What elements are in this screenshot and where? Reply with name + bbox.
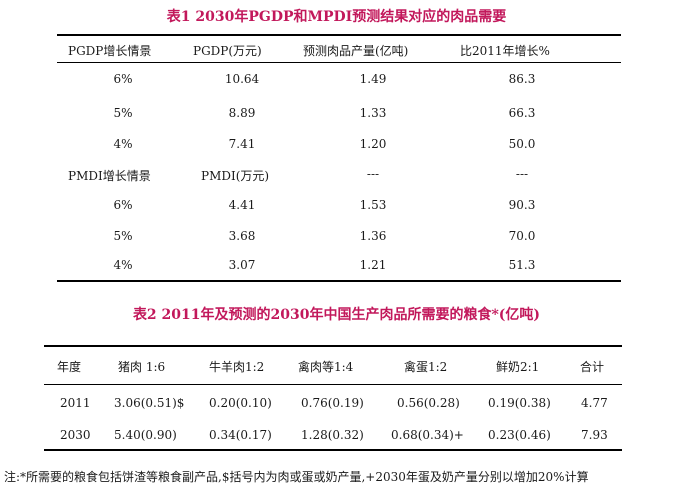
- table1-header-growth: 比2011年增长%: [460, 44, 550, 58]
- table1-row-1-growth: 86.3: [508, 72, 536, 86]
- table2-header-pork: 猪肉 1:6: [118, 360, 166, 374]
- table1-row-5-scenario: 5%: [113, 229, 133, 243]
- footnote: 注:*所需要的粮食包括饼渣等粮食副产品,$括号内为肉或蛋或奶产量,+2030年蛋…: [4, 470, 589, 484]
- table2-bottom-rule: [44, 449, 622, 451]
- table2-row-1-poultry: 0.76(0.19): [301, 396, 364, 410]
- table2-row-1-total: 4.77: [581, 396, 608, 410]
- table2-row-1-milk: 0.19(0.38): [488, 396, 551, 410]
- table1-row-5-output: 1.36: [359, 229, 387, 243]
- table1-row-4-scenario: 6%: [113, 198, 133, 212]
- table2-header-beef-mutton: 牛羊肉1:2: [209, 360, 265, 374]
- table1-caption: 表1 2030年PGDP和MPDI预测结果对应的肉品需要: [166, 9, 507, 25]
- table1-row-4-value: 4.41: [228, 198, 256, 212]
- table1-header-output: 预测肉品产量(亿吨): [303, 44, 409, 58]
- table1-row-6-value: 3.07: [228, 258, 256, 272]
- table1-row-3-value: 7.41: [228, 137, 256, 151]
- table1-row-6-output: 1.21: [359, 258, 387, 272]
- table2-header-rule: [44, 384, 622, 385]
- table2-row-1-beef-mutton: 0.20(0.10): [209, 396, 272, 410]
- table1-row-3-scenario: 4%: [113, 137, 133, 151]
- table1-row-5-growth: 70.0: [508, 229, 536, 243]
- table2-row-1-year: 2011: [60, 396, 91, 410]
- table2-row-2-milk: 0.23(0.46): [488, 428, 551, 442]
- table1-row-1-output: 1.49: [359, 72, 387, 86]
- table1-subheader-scenario: PMDI增长情景: [68, 169, 151, 183]
- table2-row-2-poultry: 1.28(0.32): [301, 428, 364, 442]
- table2-top-rule: [44, 345, 622, 347]
- table1-row-2-output: 1.33: [359, 106, 387, 120]
- table1-row-2-growth: 66.3: [508, 106, 536, 120]
- table2-row-2-beef-mutton: 0.34(0.17): [209, 428, 272, 442]
- table1-row-6-growth: 51.3: [508, 258, 536, 272]
- table1-subheader-pmdi: PMDI(万元): [201, 169, 270, 183]
- table2-header-milk: 鲜奶2:1: [496, 360, 540, 374]
- table2-header-eggs: 禽蛋1:2: [404, 360, 448, 374]
- table1-row-2-scenario: 5%: [113, 106, 133, 120]
- table1-top-rule: [57, 34, 621, 36]
- table1-row-2-value: 8.89: [228, 106, 256, 120]
- table1-row-1-value: 10.64: [224, 72, 260, 86]
- table2-header-total: 合计: [580, 360, 605, 374]
- table2-row-2-pork: 5.40(0.90): [114, 428, 177, 442]
- table1-subheader-growth: ---: [515, 167, 529, 181]
- table1-header-scenario: PGDP增长情景: [68, 44, 152, 58]
- table2-caption: 表2 2011年及预测的2030年中国生产肉品所需要的粮食*(亿吨): [132, 307, 541, 323]
- table1-row-4-output: 1.53: [359, 198, 387, 212]
- table1-row-1-scenario: 6%: [113, 72, 133, 86]
- table1-row-3-growth: 50.0: [508, 137, 536, 151]
- table2-row-2-eggs: 0.68(0.34)+: [391, 428, 464, 442]
- table2-row-2-year: 2030: [60, 428, 91, 442]
- table1-header-rule: [57, 62, 621, 63]
- table2-header-poultry: 禽肉等1:4: [298, 360, 354, 374]
- table2-row-1-pork: 3.06(0.51)$: [114, 396, 185, 410]
- table1-row-4-growth: 90.3: [508, 198, 536, 212]
- table1-row-5-value: 3.68: [228, 229, 256, 243]
- table2-row-2-total: 7.93: [581, 428, 608, 442]
- table1-bottom-rule: [57, 280, 621, 282]
- table1-header-pgdp: PGDP(万元): [193, 44, 262, 58]
- table1-subheader-output: ---: [366, 167, 380, 181]
- table2-header-year: 年度: [57, 360, 82, 374]
- table2-row-1-eggs: 0.56(0.28): [397, 396, 460, 410]
- table1-row-3-output: 1.20: [359, 137, 387, 151]
- table1-row-6-scenario: 4%: [113, 258, 133, 272]
